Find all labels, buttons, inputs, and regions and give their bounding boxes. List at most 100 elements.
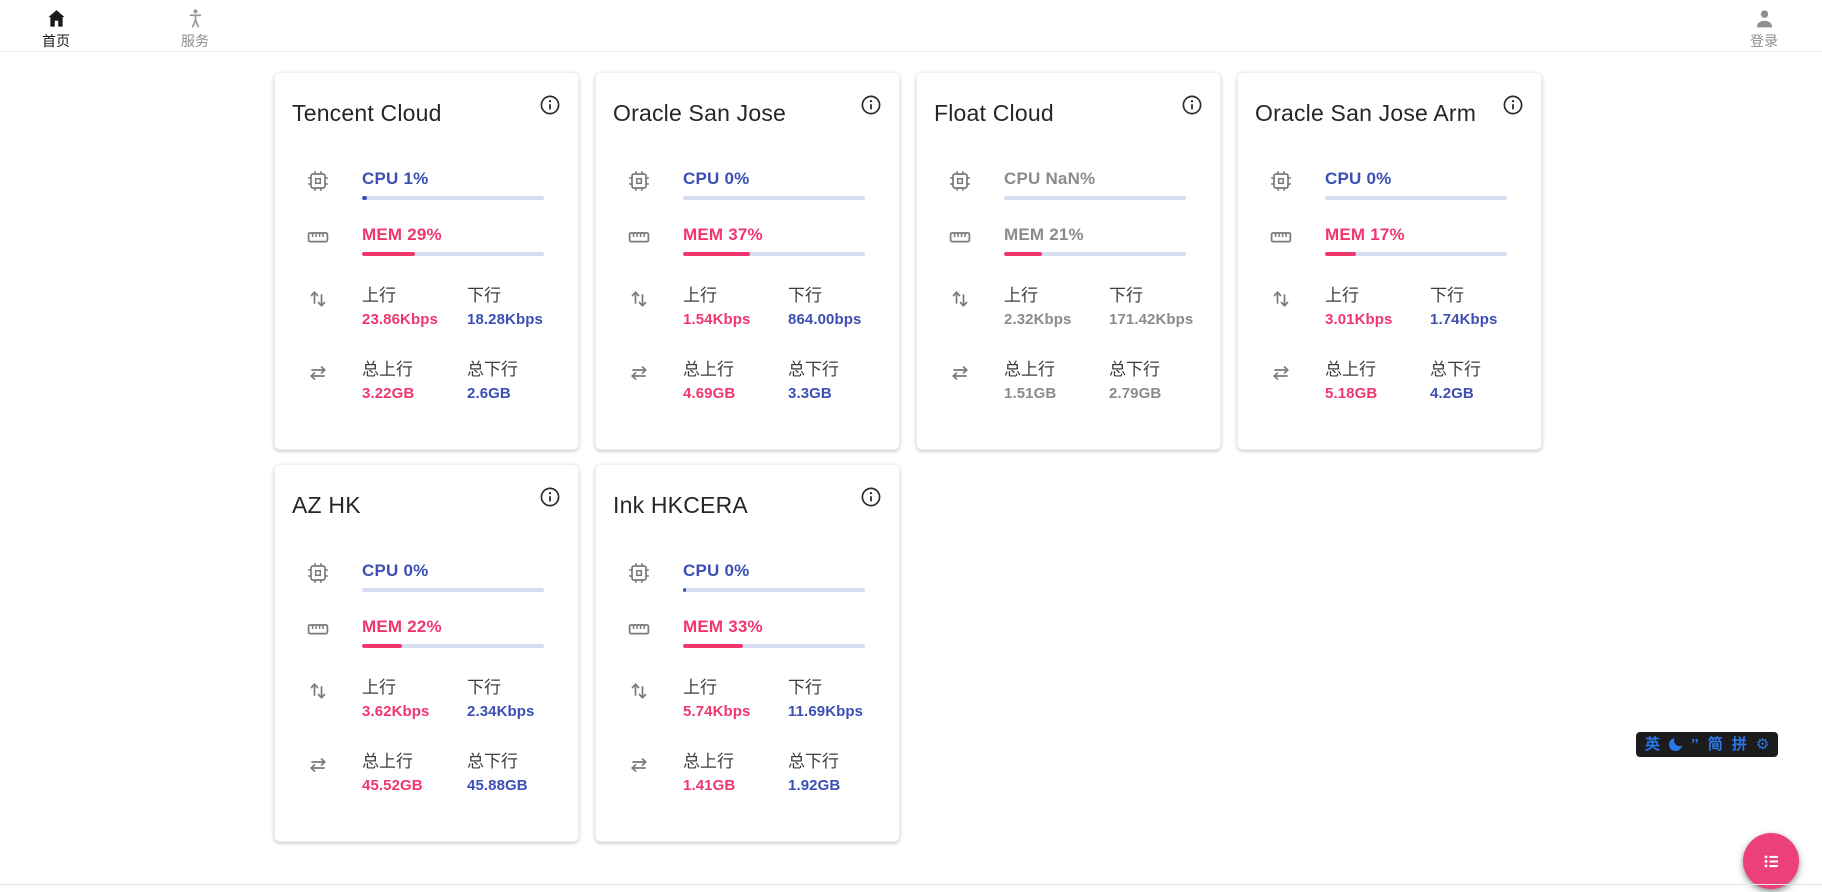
info-icon <box>540 487 560 507</box>
info-button[interactable] <box>858 93 884 119</box>
download-label: 下行 <box>467 286 501 305</box>
swap-horizontal-icon <box>310 366 326 380</box>
total-upload-label: 总上行 <box>362 360 413 379</box>
server-stats: CPU 0% MEM 37% 上行 1.54Kbps <box>596 169 899 402</box>
total-upload-value: 5.18GB <box>1325 385 1378 402</box>
ime-settings-gear-icon[interactable]: ⚙ <box>1755 736 1770 753</box>
download-label: 下行 <box>467 678 501 697</box>
swap-horizontal-icon <box>1273 366 1289 380</box>
ime-pinyin-toggle[interactable]: 拼 <box>1731 736 1747 753</box>
total-download-label: 总下行 <box>788 752 839 771</box>
mem-progressbar <box>1325 252 1507 256</box>
download-value: 171.42Kbps <box>1109 311 1194 328</box>
total-row: 总上行 4.69GB 总下行 3.3GB <box>596 355 899 402</box>
upload-label: 上行 <box>362 678 396 697</box>
cpu-progressbar <box>1325 196 1507 200</box>
swap-horizontal-icon <box>310 758 326 772</box>
home-icon <box>45 6 68 30</box>
cpu-chip-icon <box>307 170 329 192</box>
speed-row: 上行 1.54Kbps 下行 864.00bps <box>596 281 899 328</box>
upload-value: 2.32Kbps <box>1004 311 1072 328</box>
server-card-grid: Tencent Cloud CPU 1% MEM 29% <box>274 72 1544 842</box>
download-value: 1.74Kbps <box>1430 311 1498 328</box>
info-button[interactable] <box>537 485 563 511</box>
total-download-value: 1.92GB <box>788 777 841 794</box>
nav-item-home[interactable]: 首页 <box>24 6 88 51</box>
moon-icon[interactable] <box>1669 738 1683 751</box>
total-upload-label: 总上行 <box>362 752 413 771</box>
info-icon <box>540 95 560 115</box>
total-row: 总上行 45.52GB 总下行 45.88GB <box>275 747 578 794</box>
server-card: AZ HK CPU 0% MEM 22% <box>274 464 579 842</box>
ime-simplified-toggle[interactable]: 简 <box>1707 736 1723 753</box>
cpu-progressbar <box>362 588 544 592</box>
cpu-chip-icon <box>628 562 650 584</box>
ime-punctuation-toggle[interactable]: ’’ <box>1691 736 1699 753</box>
swap-vertical-icon <box>631 291 647 307</box>
total-upload-value: 3.22GB <box>362 385 415 402</box>
speed-row: 上行 5.74Kbps 下行 11.69Kbps <box>596 673 899 720</box>
nav-item-services[interactable]: 服务 <box>163 6 227 51</box>
ime-language-toggle[interactable]: 英 <box>1645 736 1661 753</box>
download-value: 11.69Kbps <box>788 703 864 720</box>
upload-label: 上行 <box>1325 286 1359 305</box>
server-name: Ink HKCERA <box>613 492 748 518</box>
total-row: 总上行 5.18GB 总下行 4.2GB <box>1238 355 1541 402</box>
services-person-icon <box>184 6 207 30</box>
total-row: 总上行 1.51GB 总下行 2.79GB <box>917 355 1220 402</box>
mem-row: MEM 17% <box>1238 225 1541 256</box>
download-label: 下行 <box>788 678 822 697</box>
download-value: 864.00bps <box>788 311 862 328</box>
mem-progressbar <box>362 644 544 648</box>
list-fab-button[interactable] <box>1743 833 1799 889</box>
upload-value: 1.54Kbps <box>683 311 751 328</box>
server-stats: CPU 0% MEM 22% 上行 3.62Kbps <box>275 561 578 794</box>
cpu-chip-icon <box>1270 170 1292 192</box>
info-icon <box>861 95 881 115</box>
cpu-row: CPU 0% <box>596 169 899 200</box>
total-upload-label: 总上行 <box>683 752 734 771</box>
ime-toolbar: 英 ’’ 简 拼 ⚙ <box>1636 732 1779 757</box>
total-upload-label: 总上行 <box>1004 360 1055 379</box>
upload-label: 上行 <box>683 286 717 305</box>
nav-login-label: 登录 <box>1750 33 1778 49</box>
total-download-value: 2.79GB <box>1109 385 1162 402</box>
download-label: 下行 <box>1430 286 1464 305</box>
list-icon <box>1764 855 1779 868</box>
info-button[interactable] <box>858 485 884 511</box>
total-download-label: 总下行 <box>1109 360 1160 379</box>
mem-row: MEM 37% <box>596 225 899 256</box>
total-download-value: 4.2GB <box>1430 385 1474 402</box>
cpu-label: CPU 0% <box>683 169 750 188</box>
mem-progressbar <box>683 644 865 648</box>
swap-vertical-icon <box>952 291 968 307</box>
server-card: Oracle San Jose Arm CPU 0% MEM 17% <box>1237 72 1542 450</box>
upload-value: 5.74Kbps <box>683 703 751 720</box>
mem-label: MEM 17% <box>1325 225 1405 244</box>
cpu-row: CPU 0% <box>596 561 899 592</box>
total-download-label: 总下行 <box>467 752 518 771</box>
swap-vertical-icon <box>631 683 647 699</box>
swap-horizontal-icon <box>631 758 647 772</box>
nav-item-login[interactable]: 登录 <box>1732 6 1796 51</box>
cpu-chip-icon <box>628 170 650 192</box>
server-card: Tencent Cloud CPU 1% MEM 29% <box>274 72 579 450</box>
cpu-progressbar <box>683 588 865 592</box>
info-button[interactable] <box>537 93 563 119</box>
login-person-icon <box>1753 6 1776 30</box>
info-button[interactable] <box>1500 93 1526 119</box>
cpu-label: CPU 1% <box>362 169 429 188</box>
server-stats: CPU 0% MEM 33% 上行 5.74Kbps <box>596 561 899 794</box>
server-card: Float Cloud CPU NaN% MEM 21% <box>916 72 1221 450</box>
info-icon <box>1182 95 1202 115</box>
info-button[interactable] <box>1179 93 1205 119</box>
total-upload-value: 45.52GB <box>362 777 423 794</box>
server-stats: CPU 0% MEM 17% 上行 3.01Kbps <box>1238 169 1541 402</box>
swap-horizontal-icon <box>631 366 647 380</box>
upload-label: 上行 <box>683 678 717 697</box>
cpu-row: CPU NaN% <box>917 169 1220 200</box>
total-row: 总上行 1.41GB 总下行 1.92GB <box>596 747 899 794</box>
download-label: 下行 <box>788 286 822 305</box>
upload-label: 上行 <box>1004 286 1038 305</box>
mem-progressbar <box>1004 252 1186 256</box>
